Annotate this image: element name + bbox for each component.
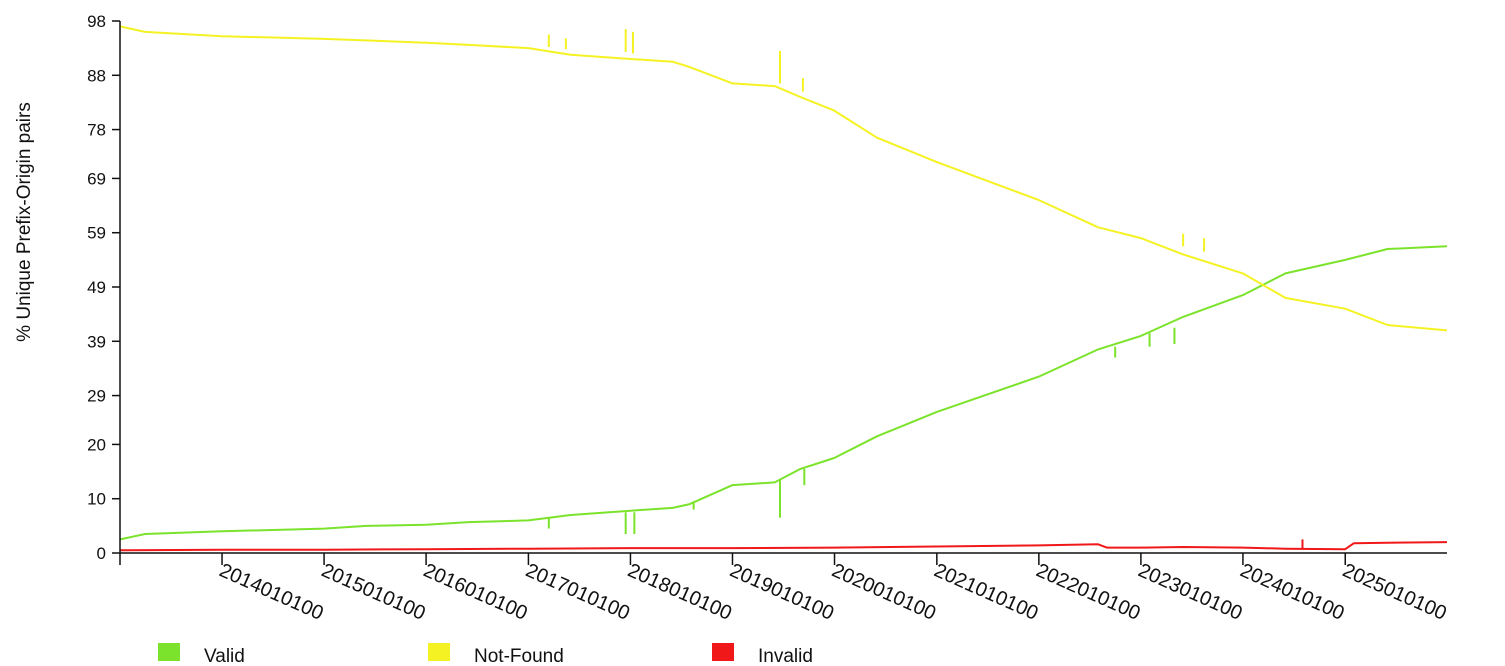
series-line-invalid — [119, 541, 1448, 552]
x-tick-label-2025010100: 2025010100 — [1339, 559, 1450, 624]
series-line-not-found — [119, 25, 1448, 332]
y-tick-label-0: 0 — [97, 544, 106, 563]
y-tick-label-78: 78 — [87, 121, 106, 140]
y-tick-label-10: 10 — [87, 490, 106, 509]
y-tick-label-20: 20 — [87, 435, 106, 454]
y-tick-label-88: 88 — [87, 66, 106, 85]
x-tick-label-2024010100: 2024010100 — [1237, 559, 1348, 624]
x-tick-label-2020010100: 2020010100 — [828, 559, 939, 624]
y-axis-title: % Unique Prefix-Origin pairs — [14, 102, 35, 342]
legend-swatch-invalid — [712, 643, 734, 661]
y-tick-label-49: 49 — [87, 278, 106, 297]
x-axis: 2014010100201501010020160101002017010100… — [119, 552, 1450, 625]
legend-swatch-valid — [158, 643, 180, 661]
x-tick-label-2023010100: 2023010100 — [1135, 559, 1246, 624]
x-tick-label-2015010100: 2015010100 — [318, 559, 429, 624]
x-tick-label-2018010100: 2018010100 — [624, 559, 735, 624]
legend: Valid Not-Found Invalid — [158, 643, 813, 666]
y-tick-label-29: 29 — [87, 387, 106, 406]
series-line-valid — [119, 245, 1448, 541]
x-tick-label-2019010100: 2019010100 — [726, 559, 837, 624]
legend-label-not-found: Not-Found — [474, 646, 564, 666]
legend-label-invalid: Invalid — [758, 646, 813, 666]
y-tick-label-69: 69 — [87, 169, 106, 188]
y-tick-label-39: 39 — [87, 332, 106, 351]
x-tick-label-2014010100: 2014010100 — [216, 559, 327, 624]
x-tick-label-2022010100: 2022010100 — [1033, 559, 1144, 624]
plot-area — [119, 25, 1448, 552]
legend-swatch-not-found — [428, 643, 450, 661]
y-tick-label-59: 59 — [87, 224, 106, 243]
x-tick-label-2016010100: 2016010100 — [420, 559, 531, 624]
y-tick-label-98: 98 — [87, 12, 106, 31]
legend-label-valid: Valid — [204, 646, 245, 666]
x-tick-label-2021010100: 2021010100 — [931, 559, 1042, 624]
y-axis: 0 10 20 29 39 49 59 69 78 88 98 — [87, 12, 121, 563]
x-tick-label-2017010100: 2017010100 — [522, 559, 633, 624]
